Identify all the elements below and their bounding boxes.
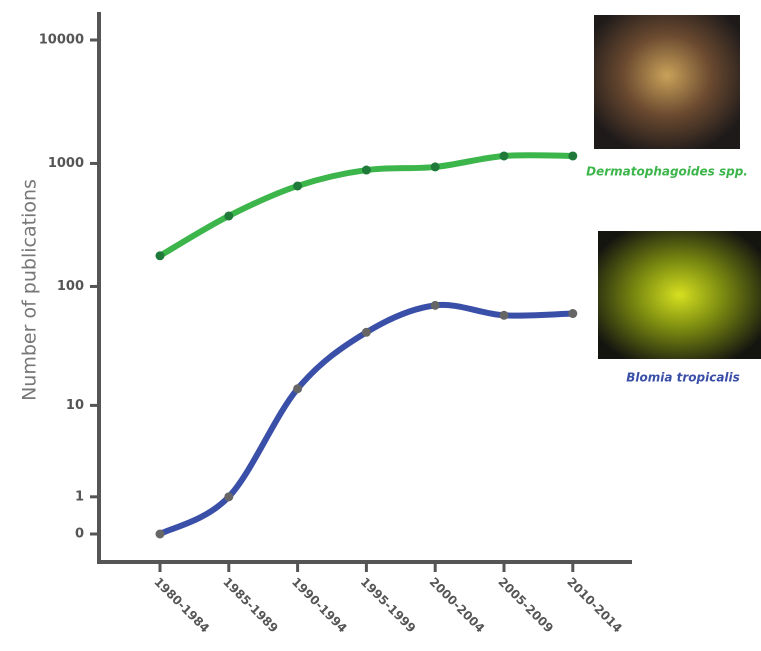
y-tick-label: 10 [66,398,84,413]
data-point [293,384,302,393]
data-point [568,151,577,160]
y-tick-label: 100 [57,279,84,294]
data-point [293,181,302,190]
data-point [500,151,509,160]
series-label: Blomia tropicalis [626,371,740,385]
mite-image [594,15,740,149]
data-point [431,301,440,310]
x-tick-label: 1980-1984 [151,575,212,636]
mite-image [598,231,761,359]
data-point [224,492,233,501]
data-point [362,166,371,175]
x-tick-label: 1985-1989 [220,575,281,636]
data-point [568,309,577,318]
x-tick-label: 2010-2014 [564,575,625,636]
y-tick-label: 1 [75,489,84,504]
y-axis-label: Number of publications [19,179,41,401]
series-label: Dermatophagoides spp. [586,165,748,179]
y-tick-label: 0 [75,527,84,542]
data-point [500,311,509,320]
y-tick-label: 1000 [48,156,84,171]
series-line [160,305,573,534]
data-point [362,328,371,337]
data-point [224,211,233,220]
x-tick-label: 1990-1994 [289,575,350,636]
data-point [156,251,165,260]
x-tick-label: 1995-1999 [358,575,419,636]
chart: Number of publications Dermatophagoides … [0,0,761,647]
data-point [156,530,165,539]
y-tick-label: 10000 [39,33,84,48]
x-tick-label: 2005-2009 [495,575,556,636]
data-point [431,162,440,171]
x-tick-label: 2000-2004 [427,575,488,636]
